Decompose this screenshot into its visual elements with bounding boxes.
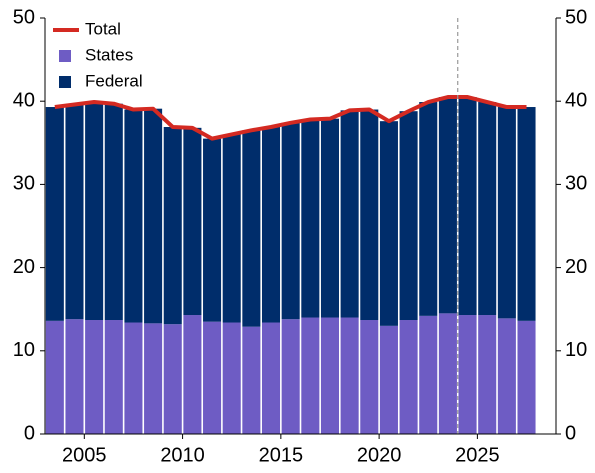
bar-segment — [144, 108, 163, 324]
bar-segment — [144, 323, 163, 434]
bar-segment — [497, 318, 516, 434]
bar-segment — [340, 110, 359, 318]
bar-segment — [242, 326, 261, 434]
y2-tick-label: 20 — [565, 256, 587, 278]
y-tick-label: 20 — [13, 256, 35, 278]
legend-label: Federal — [85, 71, 143, 90]
bar-segment — [163, 324, 182, 434]
bar-segment — [399, 320, 418, 434]
bar-segment — [65, 104, 84, 320]
y2-tick-label: 40 — [565, 89, 587, 111]
bar-segment — [379, 121, 398, 326]
bar-segment — [281, 122, 300, 320]
bar-segment — [458, 315, 477, 434]
bar-segment — [124, 322, 143, 434]
y-tick-label: 10 — [13, 339, 35, 361]
bar-segment — [517, 107, 536, 321]
bar-segment — [124, 109, 143, 323]
bar-segment — [183, 127, 202, 316]
bar-segment — [45, 320, 64, 434]
bar-segment — [203, 138, 222, 322]
bar-segment — [517, 320, 536, 434]
x-tick-label: 2020 — [357, 444, 402, 466]
bar-segment — [65, 319, 84, 434]
bar-segment — [183, 315, 202, 434]
legend-label: Total — [85, 19, 121, 38]
bar-segment — [340, 317, 359, 434]
y2-tick-label: 10 — [565, 339, 587, 361]
legend-swatch — [59, 76, 71, 88]
legend-label: States — [85, 45, 133, 64]
bar-segment — [45, 107, 64, 321]
bar-segment — [281, 319, 300, 434]
bar-segment — [320, 118, 340, 318]
y-tick-label: 40 — [13, 89, 35, 111]
bar-segment — [320, 317, 340, 434]
bar-segment — [438, 313, 457, 434]
bar-segment — [203, 321, 222, 434]
bar-segment — [301, 119, 320, 318]
legend-swatch — [59, 50, 71, 62]
y-tick-label: 50 — [13, 6, 35, 28]
bar-segment — [242, 130, 261, 327]
bar-segment — [497, 107, 516, 319]
bar-segment — [222, 322, 241, 434]
y2-tick-label: 30 — [565, 173, 587, 195]
x-tick-label: 2005 — [62, 444, 107, 466]
bar-segment — [399, 111, 418, 321]
bar-segment — [222, 134, 241, 323]
bar-segment — [478, 315, 497, 434]
bar-segment — [360, 109, 379, 321]
bar-segment — [438, 97, 457, 314]
bar-segment — [85, 102, 104, 321]
bar-segment — [458, 97, 477, 316]
bar-segment — [261, 322, 281, 434]
bar-segment — [379, 325, 398, 434]
bar-segment — [85, 320, 104, 434]
x-tick-label: 2025 — [455, 444, 500, 466]
x-tick-label: 2015 — [259, 444, 304, 466]
y2-tick-label: 50 — [565, 6, 587, 28]
bar-segment — [301, 317, 320, 434]
bar-segment — [478, 102, 497, 316]
bar-segment — [104, 103, 123, 321]
bar-segment — [419, 315, 438, 434]
bar-segment — [261, 126, 281, 323]
total-line — [54, 95, 527, 141]
bar-segment — [104, 320, 123, 434]
bar-segment — [360, 320, 379, 434]
y-tick-label: 0 — [24, 422, 35, 444]
x-tick-label: 2010 — [160, 444, 205, 466]
y2-tick-label: 0 — [565, 422, 576, 444]
bar-segment — [419, 102, 438, 316]
bar-segment — [163, 126, 182, 325]
y-tick-label: 30 — [13, 173, 35, 195]
